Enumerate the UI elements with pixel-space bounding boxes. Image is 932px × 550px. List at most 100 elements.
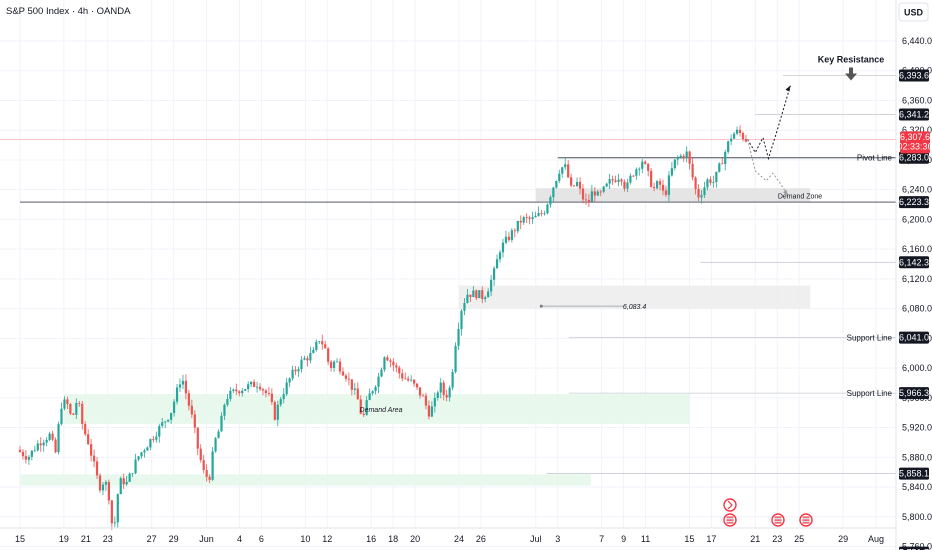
candle-body [226, 398, 229, 405]
candle-body [596, 191, 599, 196]
candle-body [95, 461, 99, 476]
zone-rect [63, 394, 690, 424]
candle-body [436, 392, 439, 398]
price-axis-tags: 6,393.6 6,341.2 6,283.0 6,223.3 6,142.3 6,041… [899, 69, 929, 550]
price-level-tag [899, 387, 929, 400]
candle-body [229, 390, 232, 399]
x-tick-label: 10 [300, 534, 310, 544]
candle-body [418, 387, 422, 396]
candle-body [430, 406, 433, 417]
candle-body [407, 378, 410, 381]
candle-body [679, 155, 682, 158]
zone-rect [458, 285, 811, 309]
candle-body [667, 175, 671, 195]
support-line-label: Support Line [847, 334, 893, 343]
price-level-tag [899, 151, 929, 164]
price-level-tag-text: 6,041.0 [899, 333, 929, 343]
candle-body [685, 151, 688, 158]
price-level-tag [899, 69, 929, 82]
price-level-tag-text: 5,966.3 [899, 388, 929, 398]
candle-body [478, 290, 481, 299]
currency-button[interactable]: USD [898, 2, 929, 22]
x-tick-label: 23 [103, 534, 113, 544]
candle-body [492, 268, 496, 280]
candle-body [735, 129, 739, 134]
candle-body [167, 419, 170, 422]
candle-body [516, 220, 519, 232]
candle-body [341, 371, 345, 376]
zones-layer [20, 188, 811, 486]
candle-body [285, 382, 288, 395]
candle-body [359, 399, 362, 414]
projection-up-arrow [785, 85, 791, 92]
candle-body [66, 399, 69, 404]
candle-body [90, 444, 93, 456]
zone-rect [20, 474, 591, 486]
candle-body [264, 390, 268, 394]
candle-body [608, 179, 611, 184]
candle-body [170, 412, 173, 420]
projections-layer [747, 85, 791, 196]
candle-body [158, 426, 161, 437]
candle-body [469, 294, 472, 298]
candle-body [84, 424, 87, 435]
candle-body [199, 448, 202, 461]
y-tick-label: 6,200.0 [902, 214, 932, 224]
candle-body [181, 380, 185, 385]
candle-body [232, 389, 235, 391]
candle-body [658, 181, 662, 185]
x-tick-label: 3 [555, 534, 560, 544]
candle-body [587, 199, 591, 203]
candle-body [104, 481, 108, 485]
candle-body [395, 365, 398, 368]
x-tick-label: 18 [388, 534, 398, 544]
time-axis[interactable]: 15 19 21 23 27 29 Jun 4 6 10 12 16 18 20 24 26 Jul 3 7 9 11 1… [15, 534, 884, 544]
annotations-layer: Pivot Line Support Line Support Line Demand… [360, 54, 893, 527]
candle-body [261, 389, 265, 391]
x-tick-label: 25 [794, 534, 804, 544]
candle-body [282, 394, 285, 400]
candle-body [543, 213, 546, 215]
candle-body [107, 481, 110, 501]
candle-body [54, 439, 57, 453]
y-tick-label: 6,240.0 [902, 185, 932, 195]
candle-body [590, 191, 593, 203]
candle-body [306, 358, 309, 361]
candle-body [270, 393, 273, 403]
candle-body [386, 357, 389, 361]
candle-body [534, 215, 537, 218]
candle-body [288, 378, 291, 383]
projection-down-path [747, 139, 789, 196]
key-resistance-arrowhead [845, 73, 857, 81]
earnings-glyph [727, 500, 733, 510]
candle-body [676, 157, 679, 160]
candle-body [495, 259, 499, 269]
candle-body [223, 404, 226, 416]
us-flag-stripe [774, 519, 782, 521]
candle-body [202, 460, 205, 471]
candle-body [276, 404, 279, 420]
candle-body [235, 389, 238, 392]
candle-body [626, 182, 629, 189]
currency-label: USD [904, 8, 924, 18]
price-level-tag-text: 6,393.6 [899, 70, 929, 80]
candle-body [652, 186, 656, 189]
candle-body [706, 179, 709, 188]
candle-body [709, 179, 712, 183]
candle-body [522, 217, 525, 223]
x-tick-label: 29 [838, 534, 848, 544]
candle-body [614, 180, 617, 182]
candle-body [137, 456, 140, 460]
candle-body [490, 279, 493, 292]
candle-body [451, 371, 454, 388]
x-tick-label: 6 [259, 534, 264, 544]
candle-body [638, 168, 641, 170]
candle-body [730, 138, 733, 142]
candle-body [498, 252, 502, 260]
candle-body [510, 230, 513, 240]
demand-zone-label: Demand Zone [778, 194, 822, 201]
candle-body [39, 443, 42, 446]
candle-body [670, 168, 673, 176]
candle-body [664, 190, 668, 195]
